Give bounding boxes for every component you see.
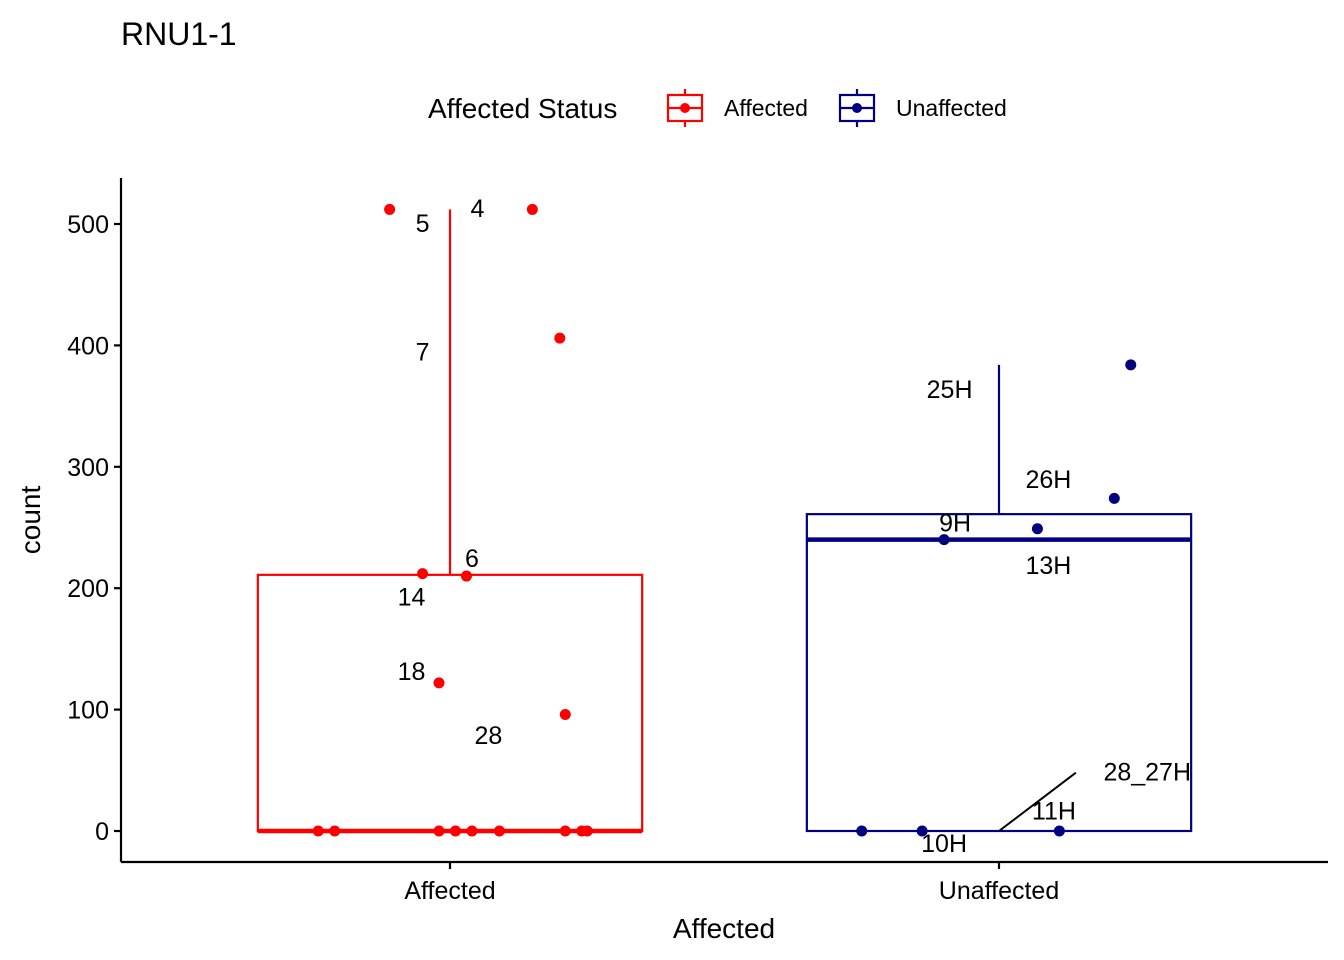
data-point	[312, 825, 324, 837]
data-point	[1053, 825, 1065, 837]
point-label: 10H	[921, 830, 967, 858]
data-point	[417, 568, 429, 580]
box-body-affected	[256, 573, 644, 833]
data-point	[1108, 492, 1120, 504]
x-tick-label: Unaffected	[939, 877, 1059, 905]
y-tick-label: 500	[67, 211, 109, 239]
legend: Affected Status Affected Unaffected	[428, 89, 1007, 127]
point-label: 18	[398, 658, 426, 686]
point-label: 6	[465, 545, 479, 573]
plot-panel: 4 5 7 6 14 18 28 25H 26H 9H 13H 28_27H 11H 10H	[256, 195, 1193, 858]
legend-label-unaffected: Unaffected	[896, 95, 1007, 121]
chart-title: RNU1-1	[121, 16, 237, 52]
x-axis-title: Affected	[673, 913, 775, 944]
data-point	[433, 677, 445, 689]
y-tick-label: 200	[67, 575, 109, 603]
data-point	[856, 825, 868, 837]
point-label: 25H	[927, 376, 973, 404]
x-tick-label: Affected	[404, 877, 495, 905]
data-point	[581, 825, 593, 837]
legend-key-affected-point	[680, 103, 690, 113]
data-point	[433, 825, 445, 837]
point-label: 5	[416, 210, 430, 238]
point-label: 13H	[1025, 552, 1071, 580]
point-label: 28	[475, 722, 503, 750]
data-point	[938, 534, 950, 546]
data-point	[466, 825, 478, 837]
point-label: 7	[416, 338, 430, 366]
data-point	[559, 825, 571, 837]
legend-item-unaffected: Unaffected	[838, 89, 1007, 127]
data-point	[460, 570, 472, 582]
box-affected	[256, 209, 644, 834]
legend-title: Affected Status	[428, 93, 617, 124]
y-tick-label: 300	[67, 454, 109, 482]
data-point	[449, 825, 461, 837]
point-label: 26H	[1025, 466, 1071, 494]
y-axis-title: count	[15, 486, 46, 555]
data-point	[526, 203, 538, 215]
data-point	[493, 825, 505, 837]
legend-label-affected: Affected	[724, 95, 808, 121]
data-point	[559, 708, 571, 720]
legend-key-unaffected-point	[852, 103, 862, 113]
point-label: 28_27H	[1103, 759, 1191, 787]
point-label: 4	[470, 195, 484, 223]
legend-item-affected: Affected	[666, 89, 808, 127]
y-tick-label: 0	[95, 818, 109, 846]
data-point	[384, 203, 396, 215]
point-label: 11H	[1032, 797, 1076, 825]
y-tick-label: 100	[67, 697, 109, 725]
data-point	[1125, 359, 1137, 371]
data-point	[329, 825, 341, 837]
y-tick-label: 400	[67, 332, 109, 360]
point-label: 14	[398, 584, 426, 612]
data-point	[554, 332, 566, 344]
data-point	[916, 825, 928, 837]
label-leader-line	[998, 771, 1077, 832]
point-label: 9H	[939, 510, 971, 538]
data-point	[1031, 523, 1043, 535]
